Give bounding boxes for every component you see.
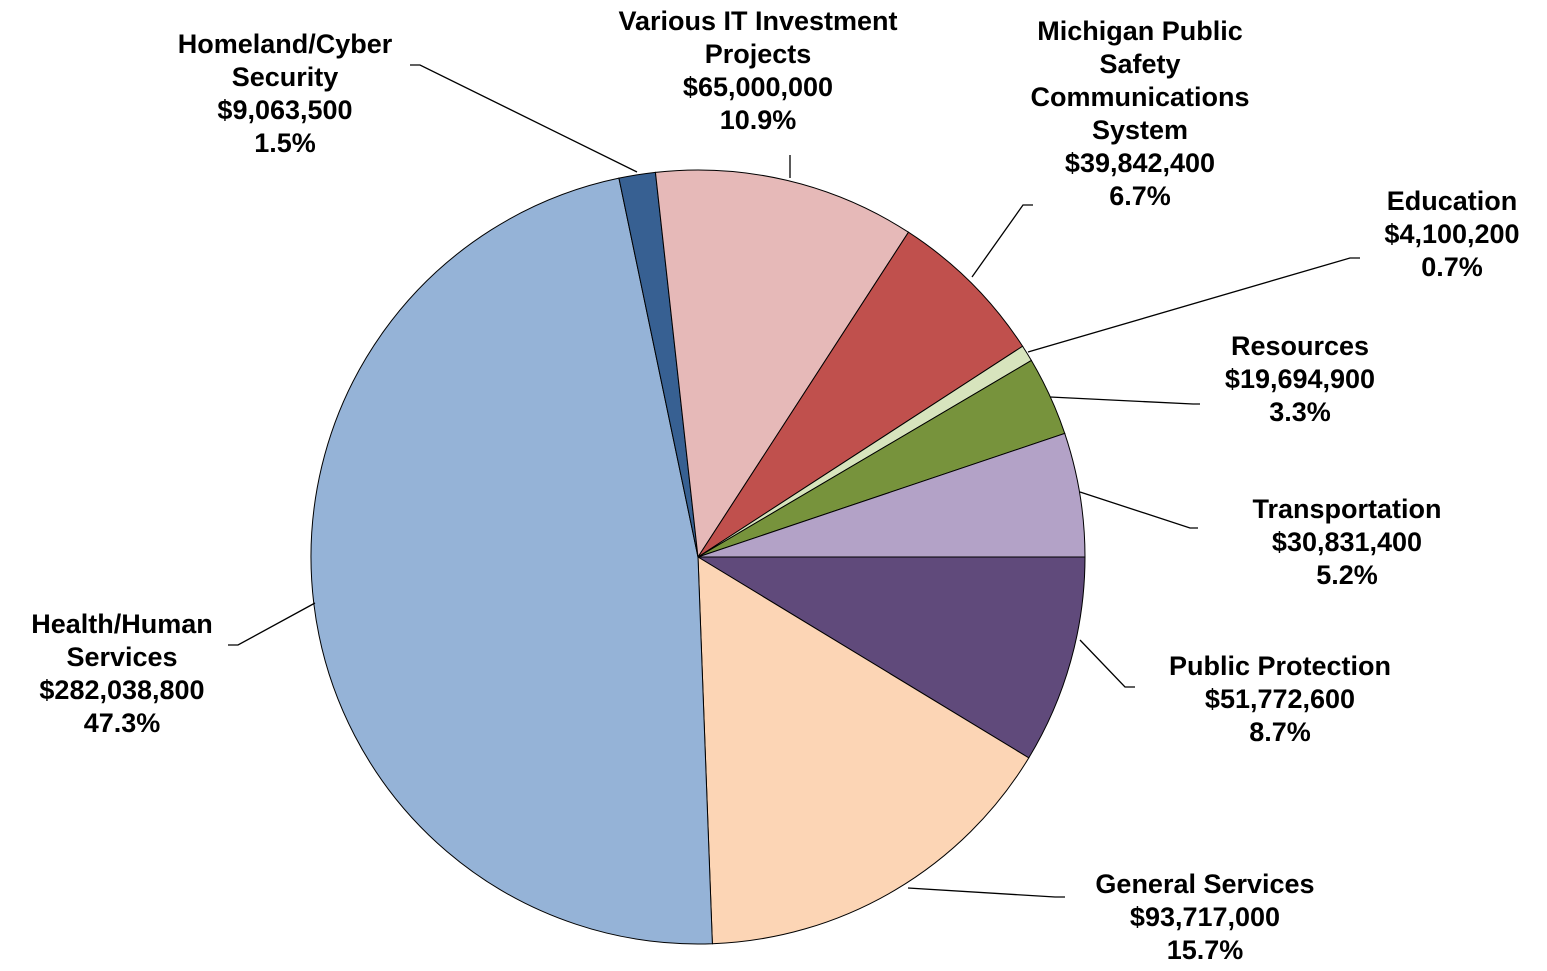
category-label: Public Protection bbox=[1168, 651, 1392, 681]
pie-slice bbox=[697, 432, 1086, 558]
slice-label: Homeland/Cyber Security $9,063,500 1.5% bbox=[150, 28, 420, 160]
slice-label: General Services $93,717,000 15.7% bbox=[1045, 868, 1365, 967]
leader-line bbox=[228, 602, 316, 646]
leader-line bbox=[1079, 491, 1198, 529]
value-label: $19,694,900 bbox=[1224, 364, 1376, 394]
slice-label: Michigan Public Safety Communications Sy… bbox=[1005, 15, 1275, 213]
category-label: Health/Human Services bbox=[31, 609, 213, 672]
slice-label: Transportation $30,831,400 5.2% bbox=[1217, 493, 1477, 592]
percent-label: 1.5% bbox=[254, 128, 316, 158]
pie-slice bbox=[654, 169, 910, 559]
value-label: $9,063,500 bbox=[217, 95, 353, 125]
percent-label: 15.7% bbox=[1166, 935, 1244, 965]
percent-label: 47.3% bbox=[83, 708, 161, 738]
category-label: Various IT Investment Projects bbox=[618, 6, 898, 69]
category-label: Education bbox=[1386, 186, 1518, 216]
category-label: General Services bbox=[1095, 869, 1315, 899]
slice-label: Various IT Investment Projects $65,000,00… bbox=[598, 5, 918, 137]
slice-label: Public Protection $51,772,600 8.7% bbox=[1120, 650, 1440, 749]
slice-label: Resources $19,694,900 3.3% bbox=[1190, 330, 1410, 429]
leader-line bbox=[907, 887, 1065, 898]
leader-line bbox=[971, 204, 1033, 278]
percent-label: 8.7% bbox=[1249, 717, 1311, 747]
category-label: Resources bbox=[1230, 331, 1370, 361]
value-label: $4,100,200 bbox=[1384, 219, 1520, 249]
slice-label: Health/Human Services $282,038,800 47.3% bbox=[7, 608, 237, 740]
leader-line bbox=[1049, 396, 1200, 405]
leader-line bbox=[410, 64, 638, 173]
value-label: $65,000,000 bbox=[682, 72, 834, 102]
value-label: $93,717,000 bbox=[1129, 902, 1281, 932]
value-label: $282,038,800 bbox=[39, 675, 205, 705]
category-label: Michigan Public Safety Communications Sy… bbox=[1030, 16, 1250, 145]
value-label: $30,831,400 bbox=[1271, 527, 1423, 557]
leader-line bbox=[1027, 257, 1360, 353]
leader-line bbox=[1079, 639, 1135, 688]
pie-slice bbox=[696, 556, 1086, 759]
percent-label: 0.7% bbox=[1421, 252, 1483, 282]
category-label: Transportation bbox=[1252, 494, 1442, 524]
pie-slice bbox=[697, 556, 1030, 945]
percent-label: 10.9% bbox=[719, 105, 797, 135]
percent-label: 5.2% bbox=[1316, 560, 1378, 590]
percent-label: 6.7% bbox=[1109, 181, 1171, 211]
category-label: Homeland/Cyber Security bbox=[177, 29, 393, 92]
percent-label: 3.3% bbox=[1269, 397, 1331, 427]
value-label: $39,842,400 bbox=[1064, 148, 1216, 178]
pie-slice bbox=[697, 231, 1024, 558]
slice-label: Education $4,100,200 0.7% bbox=[1352, 185, 1547, 284]
value-label: $51,772,600 bbox=[1204, 684, 1356, 714]
